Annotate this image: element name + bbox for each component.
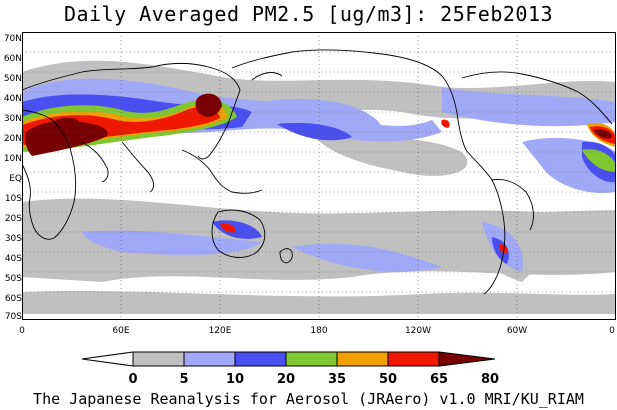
lon-label-0-east: 0 bbox=[609, 326, 615, 336]
lat-label-70s: 70S bbox=[4, 312, 22, 322]
lon-label-60w: 60W bbox=[506, 326, 528, 336]
pm25-band-80-plus bbox=[25, 93, 612, 156]
colorbar-cell-3 bbox=[234, 351, 287, 367]
lat-label-eq: EQ bbox=[9, 174, 22, 184]
colorbar-label-5: 5 bbox=[179, 372, 189, 387]
graticule bbox=[22, 32, 616, 320]
colorbar-label-80: 80 bbox=[480, 372, 500, 387]
colorbar-cell-5 bbox=[336, 351, 389, 367]
colorbar-cell-0 bbox=[81, 351, 134, 367]
colorbar-label-10: 10 bbox=[225, 372, 245, 387]
lat-label-30s: 30S bbox=[4, 234, 22, 244]
lon-label-180: 180 bbox=[310, 326, 328, 336]
colorbar-label-20: 20 bbox=[276, 372, 296, 387]
lon-label-120w: 120W bbox=[404, 326, 432, 336]
colorbar-cell-7 bbox=[438, 351, 496, 367]
lat-label-40n: 40N bbox=[3, 94, 22, 104]
pm25-map bbox=[22, 32, 616, 320]
colorbar-cell-1 bbox=[132, 351, 185, 367]
lat-label-20n: 20N bbox=[3, 134, 22, 144]
colorbar-label-35: 35 bbox=[327, 372, 347, 387]
coastlines bbox=[22, 49, 613, 295]
lat-label-10n: 10N bbox=[3, 154, 22, 164]
colorbar-cell-4 bbox=[285, 351, 338, 367]
credit-line: The Japanese Reanalysis for Aerosol (JRA… bbox=[33, 390, 584, 408]
lat-label-20s: 20S bbox=[4, 214, 22, 224]
lon-label-120e: 120E bbox=[208, 326, 232, 336]
colorbar-cell-6 bbox=[387, 351, 440, 367]
lon-label-60e: 60E bbox=[112, 326, 130, 336]
lat-label-70n: 70N bbox=[3, 34, 22, 44]
lat-label-60n: 60N bbox=[3, 54, 22, 64]
lat-label-10s: 10S bbox=[4, 194, 22, 204]
colorbar-label-0: 0 bbox=[128, 372, 138, 387]
colorbar-cell-2 bbox=[183, 351, 236, 367]
lat-label-40s: 40S bbox=[4, 254, 22, 264]
colorbar-label-50: 50 bbox=[378, 372, 398, 387]
lon-label-0: 0 bbox=[19, 326, 25, 336]
colorbar-label-65: 65 bbox=[429, 372, 449, 387]
lat-label-60s: 60S bbox=[4, 294, 22, 304]
lat-label-50n: 50N bbox=[3, 74, 22, 84]
lat-label-50s: 50S bbox=[4, 274, 22, 284]
lat-label-30n: 30N bbox=[3, 114, 22, 124]
colorbar bbox=[0, 348, 617, 388]
map-title: Daily Averaged PM2.5 [ug/m3]: 25Feb2013 bbox=[63, 2, 554, 26]
